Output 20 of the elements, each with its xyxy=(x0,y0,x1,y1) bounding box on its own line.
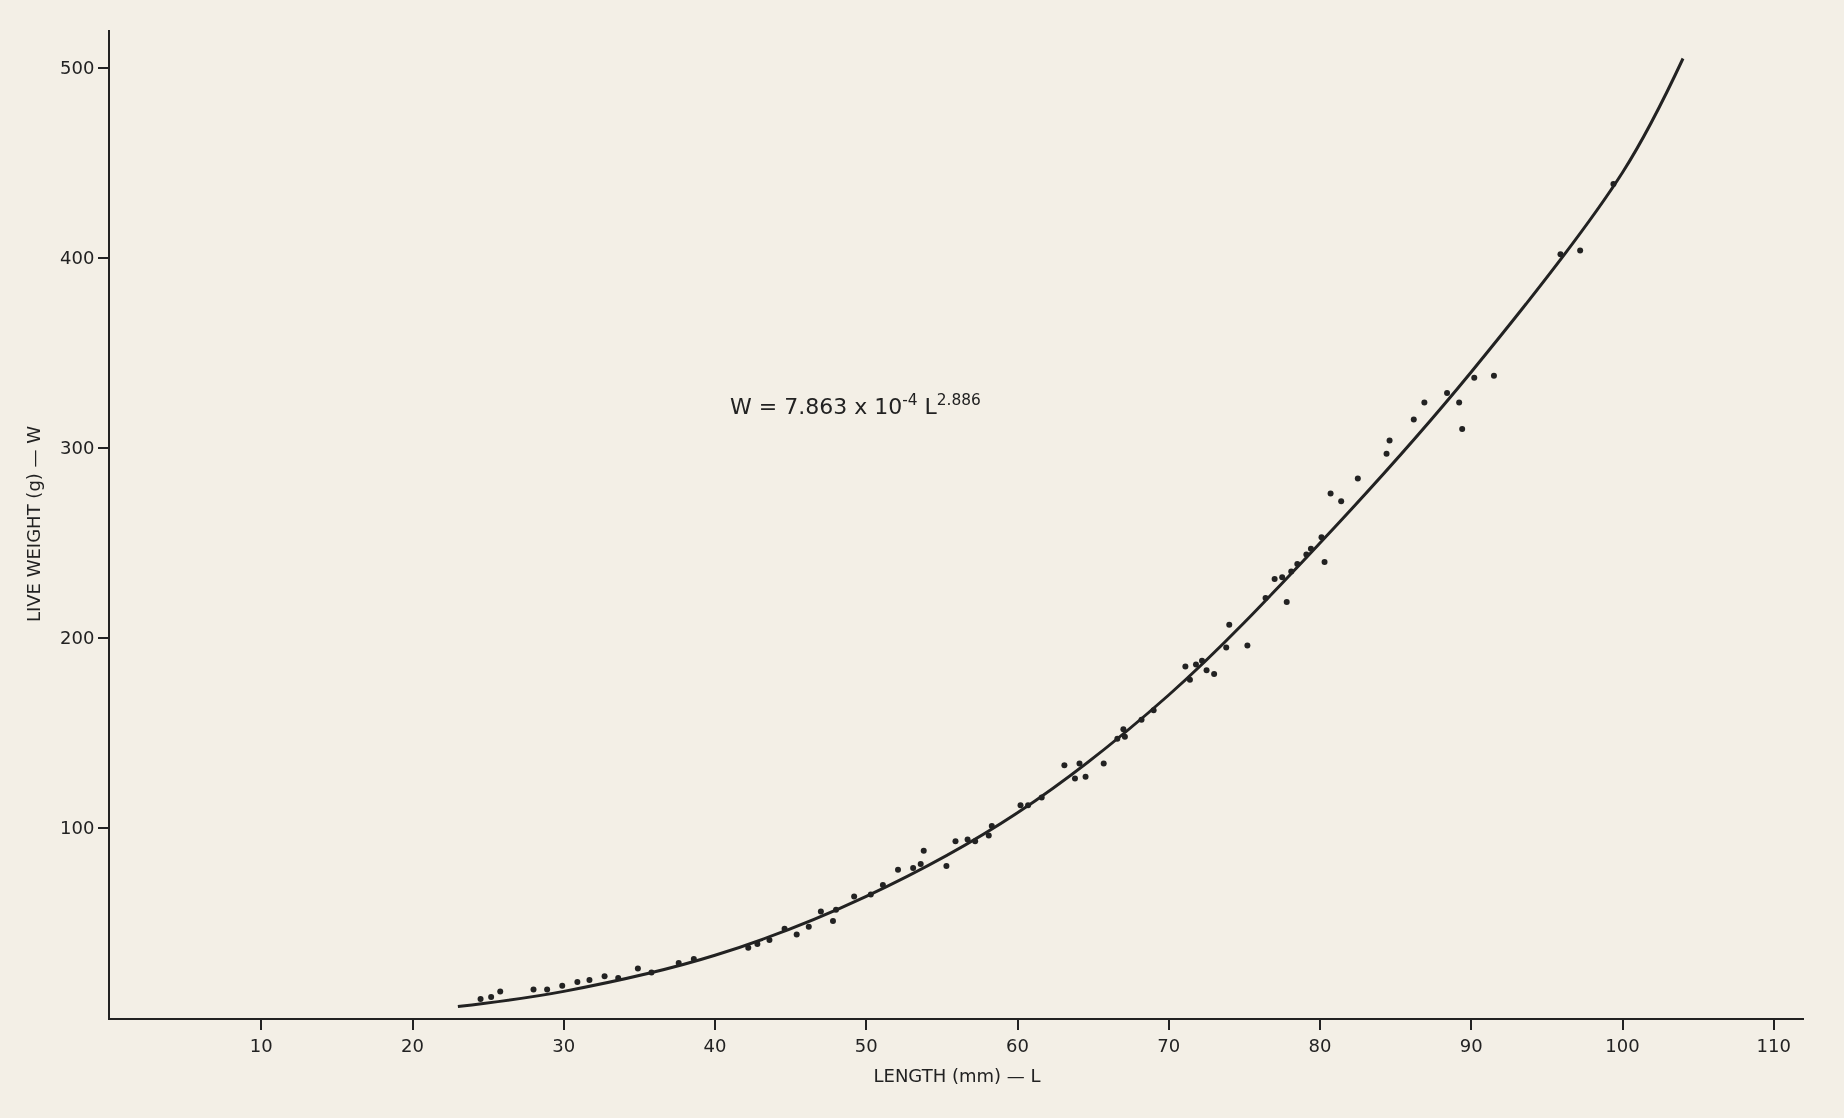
x-tick-label: 90 xyxy=(1459,1034,1483,1056)
annotation: W = 7.863 x 10$^{-4}$ L$^{2.886}$ xyxy=(730,391,981,420)
y-tick-label: 500 xyxy=(60,57,95,79)
y-tick-label: 400 xyxy=(60,247,95,269)
x-tick-label: 40 xyxy=(703,1034,727,1056)
x-tick-label: 100 xyxy=(1605,1034,1640,1056)
y-axis-title: LIVE WEIGHT (g) — W xyxy=(22,425,44,623)
x-tick-label: 110 xyxy=(1756,1034,1791,1056)
x-tick-label: 10 xyxy=(249,1034,273,1056)
x-tick-label: 20 xyxy=(401,1034,424,1056)
x-tick-label: 60 xyxy=(1006,1034,1029,1056)
x-axis-title: LENGTH (mm) — L xyxy=(873,1065,1041,1087)
x-tick-label: 30 xyxy=(552,1034,576,1056)
y-tick-label: 100 xyxy=(60,817,95,839)
y-tick-label: 300 xyxy=(60,437,95,459)
x-tick-label: 80 xyxy=(1308,1034,1332,1056)
line-series xyxy=(456,57,1685,1009)
x-tick-label: 50 xyxy=(854,1034,878,1056)
x-tick-label: 70 xyxy=(1157,1034,1181,1056)
y-tick-label: 200 xyxy=(60,627,95,649)
